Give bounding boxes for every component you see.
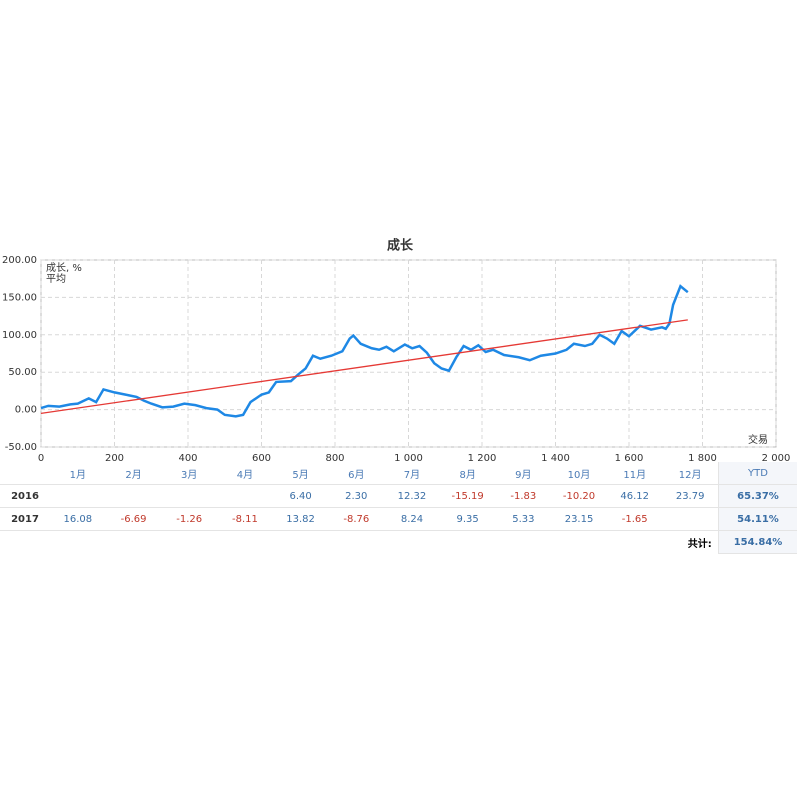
y-tick-label: 150.00 <box>2 292 37 303</box>
month-header: 8月 <box>439 462 496 485</box>
y-tick-label: 50.00 <box>8 367 37 378</box>
corner <box>0 462 50 485</box>
month-header: 6月 <box>328 462 385 485</box>
series-line <box>40 284 689 418</box>
chart: 成长 交易 -50.00 0.00 50.00 100.00 150.00 200.00 0… <box>2 238 791 463</box>
month-header: 2月 <box>105 462 162 485</box>
month-value: 23.79 <box>662 484 719 508</box>
month-value: -8.11 <box>217 507 273 531</box>
month-value: 8.24 <box>384 507 440 531</box>
y-tick-label: 100.00 <box>2 330 37 341</box>
legend-label: 成长, % <box>46 262 82 274</box>
month-header: 12月 <box>662 462 719 485</box>
month-value: 6.40 <box>272 484 329 508</box>
x-tick-label: 1 000 <box>394 453 423 462</box>
monthly-table: 1月 2月 3月 4月 5月 6月 7月 8月 9月 10月 11月 12月 YTD 2016 6.40 2.… <box>0 462 798 554</box>
month-value: 2.30 <box>328 484 385 508</box>
month-value: -10.20 <box>551 484 607 508</box>
empty-cell <box>217 484 273 508</box>
year-row: 2016 6.40 2.30 12.32 -15.19 -1.83 -10.20 46.12 2… <box>0 484 798 508</box>
month-value: 5.33 <box>495 507 552 531</box>
total-value: 154.84% <box>717 530 798 554</box>
year-row: 2017 16.08 -6.69 -1.26 -8.11 13.82 -8.76 8.24 9.… <box>0 507 798 531</box>
ytd-value: 65.37% <box>717 484 798 508</box>
year: 2017 <box>0 507 50 531</box>
empty-cell <box>662 507 719 531</box>
y-tick-label: 0.00 <box>15 405 37 416</box>
total-label: 共计: <box>687 538 712 550</box>
month-header: 1月 <box>50 462 106 485</box>
x-tick-label: 800 <box>325 453 344 462</box>
month-value: -8.76 <box>328 507 385 531</box>
month-value: 23.15 <box>551 507 607 531</box>
x-tick-label: 1 200 <box>468 453 497 462</box>
year: 2016 <box>0 484 50 508</box>
x-tick-label: 1 600 <box>615 453 644 462</box>
ytd-value: 54.11% <box>717 507 798 531</box>
month-header: 4月 <box>217 462 273 485</box>
chart-title: 成长 <box>387 238 414 254</box>
empty-cell <box>105 484 162 508</box>
month-header: 7月 <box>384 462 440 485</box>
x-tick-label: 600 <box>252 453 271 462</box>
month-value: -1.26 <box>161 507 218 531</box>
month-header: 9月 <box>495 462 552 485</box>
x-tick-label: 200 <box>105 453 124 462</box>
legend-label: 平均 <box>46 273 66 285</box>
x-tick-label: 400 <box>178 453 197 462</box>
y-tick-label: 200.00 <box>2 255 37 266</box>
x-tick-label: 2 000 <box>762 453 791 462</box>
x-axis-label: 交易 <box>748 433 768 446</box>
month-value: -15.19 <box>439 484 496 508</box>
x-tick-label: 0 <box>38 453 44 462</box>
month-value: -6.69 <box>105 507 162 531</box>
month-header: 11月 <box>606 462 663 485</box>
month-value: 46.12 <box>606 484 663 508</box>
y-tick-label: -50.00 <box>5 442 37 453</box>
ytd-header: YTD <box>717 462 798 485</box>
x-tick-label: 1 800 <box>688 453 717 462</box>
series-line <box>40 319 688 414</box>
x-tick-label: 1 400 <box>541 453 570 462</box>
month-header: 3月 <box>161 462 218 485</box>
month-value: 9.35 <box>439 507 496 531</box>
month-value: -1.65 <box>606 507 663 531</box>
empty-cell <box>50 484 106 508</box>
month-header: 5月 <box>272 462 329 485</box>
total-row: 共计: 154.84% <box>0 530 798 554</box>
month-header: 10月 <box>551 462 607 485</box>
month-value: 13.82 <box>272 507 329 531</box>
header-row: 1月 2月 3月 4月 5月 6月 7月 8月 9月 10月 11月 12月 YTD <box>0 462 798 485</box>
month-value: 16.08 <box>50 507 106 531</box>
empty-cell <box>161 484 218 508</box>
month-value: 12.32 <box>384 484 440 508</box>
month-value: -1.83 <box>495 484 552 508</box>
